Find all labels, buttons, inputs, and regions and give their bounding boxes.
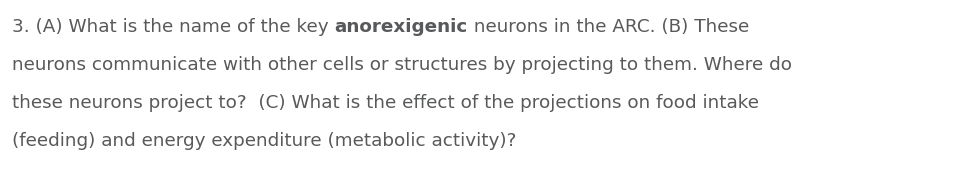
Text: 3. (A) What is the name of the key: 3. (A) What is the name of the key [12, 18, 335, 36]
Text: neurons in the ARC. (B) These: neurons in the ARC. (B) These [467, 18, 749, 36]
Text: (feeding) and energy expenditure (metabolic activity)?: (feeding) and energy expenditure (metabo… [12, 132, 516, 150]
Text: these neurons project to?  (C) What is the effect of the projections on food int: these neurons project to? (C) What is th… [12, 94, 759, 112]
Text: neurons communicate with other cells or structures by projecting to them. Where : neurons communicate with other cells or … [12, 56, 792, 74]
Text: anorexigenic: anorexigenic [335, 18, 467, 36]
